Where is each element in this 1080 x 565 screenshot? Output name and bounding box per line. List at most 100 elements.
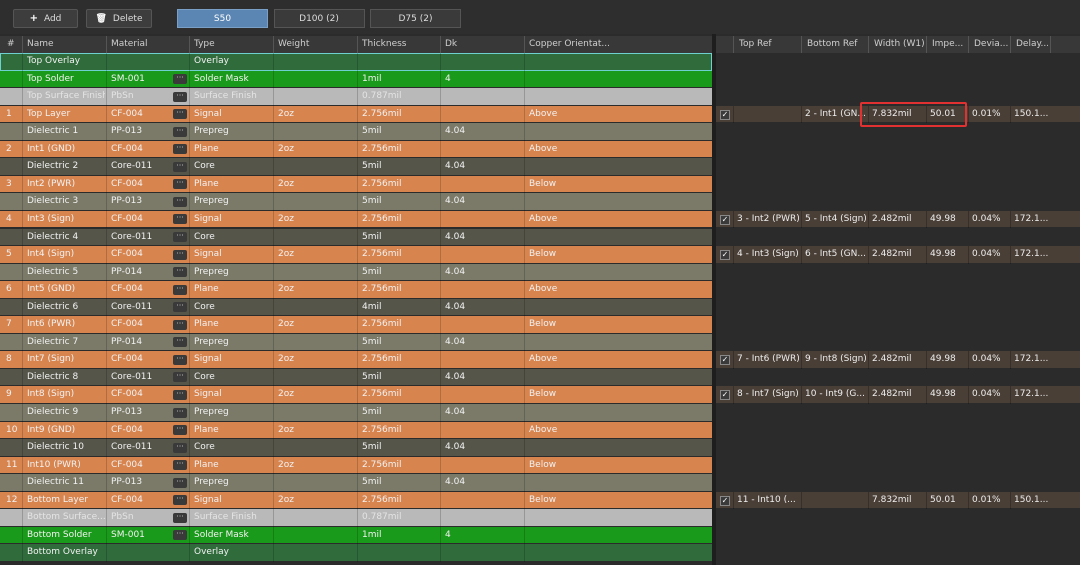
layer-cell: Bottom Layer — [27, 494, 88, 505]
layer-cell: Dielectric 5 — [27, 266, 79, 277]
material-picker[interactable]: ··· — [173, 319, 187, 330]
layer-cell: Int1 (GND) — [27, 143, 76, 154]
cell-divider — [801, 210, 802, 229]
layer-cell: 2.756mil — [362, 354, 402, 365]
layer-row[interactable] — [0, 53, 712, 71]
row-checkbox[interactable]: ✓ — [720, 495, 730, 506]
material-picker[interactable]: ··· — [173, 179, 187, 190]
material-picker[interactable]: ··· — [173, 495, 187, 506]
material-picker[interactable]: ··· — [173, 337, 187, 348]
material-picker[interactable]: ··· — [173, 460, 187, 471]
impedance-row[interactable] — [716, 386, 1080, 404]
layer-cell: 2oz — [278, 354, 294, 365]
impedance-row[interactable] — [716, 246, 1080, 264]
material-picker[interactable]: ··· — [173, 477, 187, 488]
cell-divider — [357, 228, 358, 247]
layer-cell: 4.04 — [445, 407, 466, 417]
material-picker[interactable]: ··· — [173, 284, 187, 295]
cell-divider — [22, 456, 23, 475]
material-picker[interactable]: ··· — [173, 196, 187, 207]
cell-divider — [440, 88, 441, 106]
layer-cell: Below — [529, 459, 557, 470]
material-picker[interactable]: ··· — [173, 530, 187, 541]
toolbar-button[interactable]: + Add — [13, 9, 78, 28]
cell-divider — [868, 105, 869, 124]
layer-cell: Above — [529, 108, 558, 119]
cell-divider — [22, 421, 23, 440]
stack-tab[interactable]: S50 — [177, 9, 268, 28]
layer-cell: Dielectric 7 — [27, 336, 79, 347]
cell-divider — [189, 421, 190, 440]
impedance-row[interactable] — [716, 210, 1080, 229]
layer-cell: 5mil — [362, 477, 382, 488]
material-picker[interactable]: ··· — [173, 144, 187, 155]
material-picker[interactable]: ··· — [173, 512, 187, 523]
cell-divider — [440, 491, 441, 510]
material-picker[interactable]: ··· — [173, 232, 187, 242]
material-picker[interactable]: ··· — [173, 91, 187, 102]
cell-divider — [357, 175, 358, 194]
cell-divider — [524, 333, 525, 352]
material-picker[interactable]: ··· — [173, 354, 187, 365]
table-header — [716, 36, 1080, 53]
layer-cell: 1mil — [362, 73, 382, 84]
cell-divider — [106, 491, 107, 510]
impedance-cell: 11 - Int10 (... — [737, 494, 796, 505]
material-picker[interactable]: ··· — [173, 425, 187, 436]
button-label: Delete — [112, 13, 143, 24]
cell-divider — [357, 421, 358, 440]
cell-divider — [440, 386, 441, 404]
material-picker[interactable]: ··· — [173, 161, 187, 172]
layer-cell: Signal — [194, 249, 222, 260]
cell-divider — [524, 281, 525, 299]
cell-divider — [524, 228, 525, 247]
layer-cell: 2.756mil — [362, 389, 402, 400]
cell-divider — [22, 158, 23, 176]
layer-cell: 2 — [6, 143, 12, 154]
material-picker[interactable]: ··· — [173, 442, 187, 453]
cell-divider — [968, 386, 969, 404]
layer-cell: Top Solder — [27, 73, 74, 84]
row-checkbox[interactable]: ✓ — [720, 355, 730, 366]
cell-divider — [189, 404, 190, 422]
material-picker[interactable]: ··· — [173, 389, 187, 400]
layer-cell: PP-013 — [111, 477, 143, 488]
material-picker[interactable]: ··· — [173, 74, 187, 85]
material-picker[interactable]: ··· — [173, 214, 187, 225]
row-checkbox[interactable]: ✓ — [720, 390, 730, 401]
layer-row[interactable] — [0, 544, 712, 562]
material-picker[interactable]: ··· — [173, 109, 187, 120]
material-picker[interactable]: ··· — [173, 126, 187, 137]
toolbar-button[interactable]: 🗑 Delete — [86, 9, 152, 28]
layer-cell: Bottom Overlay — [27, 547, 98, 558]
material-picker[interactable]: ··· — [173, 407, 187, 418]
row-checkbox[interactable]: ✓ — [720, 109, 730, 120]
stack-tab[interactable]: D75 (2) — [370, 9, 461, 28]
cell-divider — [524, 386, 525, 404]
cell-divider — [926, 210, 927, 229]
impedance-row[interactable] — [716, 351, 1080, 369]
layer-cell: Above — [529, 354, 558, 365]
row-checkbox[interactable]: ✓ — [720, 250, 730, 261]
layer-cell: CF-004 — [111, 494, 143, 505]
cell-divider — [273, 281, 274, 299]
material-picker[interactable]: ··· — [173, 302, 187, 313]
layer-cell: Overlay — [194, 547, 229, 558]
cell-divider — [357, 53, 358, 71]
column-header: Type — [194, 39, 215, 49]
impedance-row[interactable] — [716, 491, 1080, 510]
cell-divider — [273, 491, 274, 510]
cell-divider — [273, 70, 274, 89]
cell-divider — [440, 316, 441, 334]
material-picker[interactable]: ··· — [173, 249, 187, 260]
cell-divider — [273, 53, 274, 71]
material-picker[interactable]: ··· — [173, 267, 187, 278]
layer-cell: 4.04 — [445, 231, 466, 242]
row-checkbox[interactable]: ✓ — [720, 214, 730, 225]
column-divider — [189, 36, 190, 53]
stack-tab[interactable]: D100 (2) — [273, 9, 365, 28]
cell-divider — [189, 123, 190, 141]
layer-cell: CF-004 — [111, 143, 143, 154]
impedance-row[interactable] — [716, 105, 1080, 124]
material-picker[interactable]: ··· — [173, 372, 187, 383]
